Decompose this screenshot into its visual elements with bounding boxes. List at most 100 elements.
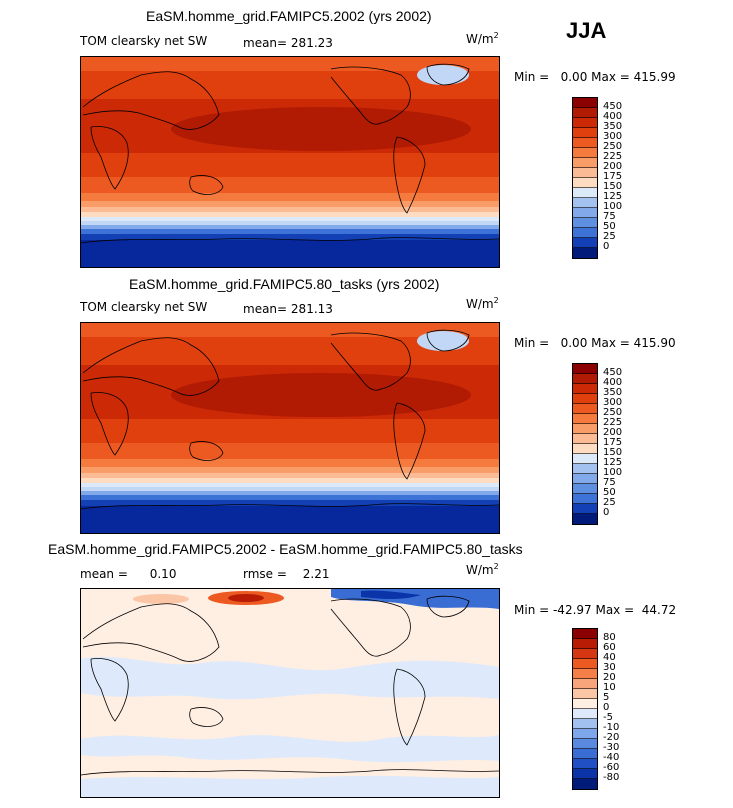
panel2-title: EaSM.homme_grid.FAMIPC5.80_tasks (yrs 20… bbox=[129, 276, 440, 292]
panel2-tick: 25 bbox=[603, 497, 616, 508]
panel2-colorbar-cell bbox=[573, 394, 597, 404]
panel3-colorbar-cell bbox=[573, 639, 597, 649]
band-tropics bbox=[81, 153, 499, 177]
panel2-tick: 100 bbox=[603, 467, 623, 478]
panel3-tick: 10 bbox=[603, 682, 616, 693]
panel1-tick: 50 bbox=[603, 221, 616, 232]
panel3-colorbar-cell bbox=[573, 729, 597, 739]
panel3-colorbar-cell bbox=[573, 749, 597, 759]
coast-eurasia-africa-north bbox=[82, 337, 220, 396]
panel2-unit-text: W/m bbox=[466, 297, 494, 311]
panel1-tick: 0 bbox=[603, 241, 610, 252]
band-sh-40 bbox=[81, 473, 499, 478]
panel1-tick: 225 bbox=[603, 151, 623, 162]
panel3-tick: -10 bbox=[603, 722, 620, 733]
panel3-tick: -40 bbox=[603, 752, 620, 763]
panel3-tick: -60 bbox=[603, 762, 620, 773]
panel3-colorbar-cell bbox=[573, 669, 597, 679]
band-sh-sub bbox=[81, 177, 499, 193]
coast-greenland bbox=[426, 63, 470, 86]
panel3-mean: mean = 0.10 bbox=[80, 567, 176, 581]
panel3-tick: 20 bbox=[603, 672, 616, 683]
panel1-tick: 400 bbox=[603, 111, 623, 122]
panel3-colorbar-cell bbox=[573, 769, 597, 779]
band-arctic bbox=[81, 323, 499, 337]
panel2-colorbar bbox=[572, 363, 598, 525]
coast-africa bbox=[90, 392, 129, 456]
panel3-tick: -5 bbox=[603, 712, 613, 723]
panel2-colorbar-cell bbox=[573, 514, 597, 524]
panel2-mean: mean= 281.13 bbox=[243, 302, 333, 316]
panel3-rmse: rmse = 2.21 bbox=[243, 567, 329, 581]
panel3-tick: 60 bbox=[603, 642, 616, 653]
panel1-tick: 100 bbox=[603, 201, 623, 212]
panel3-units: W/m2 bbox=[466, 562, 499, 577]
panel2-colorbar-cell bbox=[573, 364, 597, 374]
panel2-colorbar-cell bbox=[573, 464, 597, 474]
coast-north-america bbox=[330, 598, 411, 657]
band-antarctic bbox=[81, 240, 499, 267]
panel1-colorbar bbox=[572, 97, 598, 259]
panel2-tick: 225 bbox=[603, 417, 623, 428]
panel2-colorbar-cell bbox=[573, 384, 597, 394]
panel1-colorbar-cell bbox=[573, 228, 597, 238]
diff-blue-band-2 bbox=[81, 735, 499, 763]
greenland-patch bbox=[417, 331, 469, 351]
panel3-colorbar-cell bbox=[573, 699, 597, 709]
panel2-tick: 75 bbox=[603, 477, 616, 488]
panel1-colorbar-cell bbox=[573, 248, 597, 258]
panel1-unit-sup: 2 bbox=[493, 31, 499, 40]
panel2-colorbar-cell bbox=[573, 504, 597, 514]
coast-south-america bbox=[393, 668, 426, 746]
panel3-map-svg bbox=[81, 589, 499, 797]
panel2-colorbar-cell bbox=[573, 474, 597, 484]
panel2-colorbar-cell bbox=[573, 484, 597, 494]
panel3-colorbar-cell bbox=[573, 689, 597, 699]
band-sh-53 bbox=[81, 491, 499, 495]
panel1-tick: 450 bbox=[603, 101, 623, 112]
band-sh-sub bbox=[81, 443, 499, 459]
coast-eurasia-africa-north bbox=[82, 71, 220, 130]
panel2-tick: 125 bbox=[603, 457, 623, 468]
coast-africa bbox=[90, 126, 129, 190]
panel3-rmse-label: rmse = bbox=[243, 567, 287, 581]
panel1-tick: 200 bbox=[603, 161, 623, 172]
band-sh-40 bbox=[81, 207, 499, 212]
panel3-colorbar-cell bbox=[573, 629, 597, 639]
panel3-tick: 40 bbox=[603, 652, 616, 663]
coast-greenland bbox=[426, 329, 470, 352]
panel3-tick: 5 bbox=[603, 692, 610, 703]
panel3-colorbar bbox=[572, 628, 598, 790]
diff-blue-band-3 bbox=[81, 775, 499, 797]
panel1-colorbar-cell bbox=[573, 208, 597, 218]
band-sh-60 bbox=[81, 234, 499, 240]
panel1-title: EaSM.homme_grid.FAMIPC5.2002 (yrs 2002) bbox=[146, 8, 432, 24]
diff-arctic-deep-red bbox=[228, 594, 264, 602]
band-tropics bbox=[81, 419, 499, 443]
coast-australia bbox=[189, 175, 224, 195]
panel3-tick: 0 bbox=[603, 702, 610, 713]
panel2-colorbar-cell bbox=[573, 404, 597, 414]
panel3-tick: 80 bbox=[603, 632, 616, 643]
panel3-unit-sup: 2 bbox=[493, 562, 499, 571]
panel2-mean-label: mean= bbox=[243, 302, 288, 316]
panel3-minmax: Min = -42.97 Max = 44.72 bbox=[514, 603, 677, 617]
coast-north-america bbox=[330, 332, 411, 391]
panel3-title: EaSM.homme_grid.FAMIPC5.2002 - EaSM.homm… bbox=[48, 541, 523, 557]
band-pacific-max bbox=[171, 107, 471, 151]
panel1-colorbar-cell bbox=[573, 138, 597, 148]
panel2-tick: 0 bbox=[603, 507, 610, 518]
panel3-colorbar-cell bbox=[573, 709, 597, 719]
panel1-colorbar-cell bbox=[573, 178, 597, 188]
panel1-colorbar-cell bbox=[573, 148, 597, 158]
panel1-colorbar-cell bbox=[573, 128, 597, 138]
coast-north-america bbox=[330, 66, 411, 125]
diff-arctic-deep-blue bbox=[361, 590, 421, 599]
panel3-colorbar-cell bbox=[573, 739, 597, 749]
panel2-units: W/m2 bbox=[466, 296, 499, 311]
panel1-tick: 25 bbox=[603, 231, 616, 242]
panel1-mean: mean= 281.23 bbox=[243, 36, 333, 50]
band-sh-56 bbox=[81, 495, 499, 500]
band-sh-48 bbox=[81, 483, 499, 487]
panel1-colorbar-cell bbox=[573, 108, 597, 118]
